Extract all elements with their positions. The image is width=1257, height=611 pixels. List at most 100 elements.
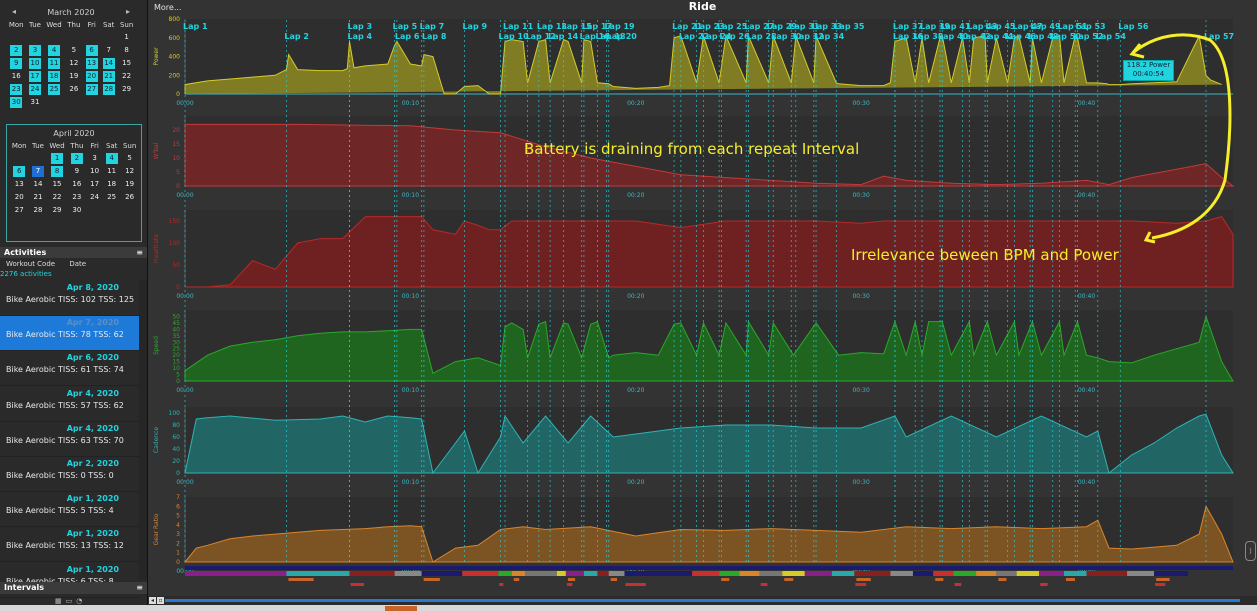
calendar-day[interactable]: 21 — [33, 193, 43, 201]
calendar-day[interactable]: 19 — [125, 180, 135, 188]
calendar-day[interactable]: 4 — [103, 152, 120, 165]
interval-bar — [935, 578, 944, 581]
interval-bar — [890, 571, 913, 576]
expand-handle-icon[interactable]: ⟩ — [1245, 541, 1256, 561]
calendar-day[interactable]: 15 — [122, 59, 132, 67]
scroll-track[interactable] — [165, 599, 1240, 602]
activity-row[interactable]: Apr 1, 2020 Bike Aerobic TISS: 6 TSS: 8 — [0, 563, 139, 598]
calendar-day[interactable]: 1 — [124, 33, 129, 41]
calendar-day[interactable]: 23 — [72, 193, 82, 201]
calendar-day[interactable]: 8 — [47, 165, 68, 178]
calendar-day[interactable]: 29 — [52, 206, 62, 214]
timer-icon[interactable]: ◔ — [76, 597, 87, 605]
folder-icon[interactable]: ▭ — [65, 597, 77, 605]
calendar-day[interactable]: 12 — [69, 59, 79, 67]
calendar-day[interactable]: 7 — [106, 46, 111, 54]
activity-row[interactable]: Apr 2, 2020 Bike Aerobic TISS: 0 TSS: 0 — [0, 457, 139, 492]
calendar-day[interactable]: 24 — [90, 193, 100, 201]
calendar-day[interactable]: 27 — [14, 206, 24, 214]
activity-row[interactable]: Apr 4, 2020 Bike Aerobic TISS: 63 TSS: 70 — [0, 422, 139, 457]
calendar-day[interactable]: 30 — [72, 206, 82, 214]
calendar-day[interactable]: 7 — [29, 165, 46, 178]
activity-row[interactable]: Apr 1, 2020 Bike Aerobic TISS: 13 TSS: 12 — [0, 527, 139, 563]
next-month-icon[interactable]: ▸ — [125, 7, 130, 16]
activities-count: 2276 activities — [0, 270, 52, 278]
calendar-day[interactable]: 9 — [6, 57, 26, 70]
calendar-day[interactable]: 11 — [107, 167, 117, 175]
calendar-day[interactable]: 10 — [90, 167, 100, 175]
calendar-day[interactable]: 15 — [52, 180, 62, 188]
calendar-day[interactable]: 27 — [85, 84, 98, 95]
activity-row[interactable]: Apr 8, 2020 Bike Aerobic TISS: 102 TSS: 1… — [0, 281, 139, 316]
calendar-day[interactable]: 6 — [83, 44, 100, 57]
interval-bar — [759, 571, 783, 576]
y-tick-label: 3 — [176, 531, 180, 538]
calendar-day[interactable]: 14 — [102, 58, 115, 69]
calendar-day[interactable]: 13 — [85, 58, 98, 69]
calendar-day — [100, 96, 117, 109]
interval-bar — [996, 571, 1017, 576]
calendar-day[interactable]: 28 — [102, 84, 115, 95]
calendar-day[interactable]: 3 — [26, 44, 43, 57]
calendar-day[interactable]: 28 — [33, 206, 43, 214]
calendar-day[interactable]: 18 — [48, 71, 61, 82]
calendar-day[interactable]: 25 — [48, 84, 61, 95]
activity-row[interactable]: Apr 4, 2020 Bike Aerobic TISS: 57 TSS: 62 — [0, 387, 139, 422]
taskbar-tab[interactable] — [385, 606, 417, 611]
calendar-day[interactable]: 4 — [44, 44, 65, 57]
calendar-day[interactable]: 14 — [33, 180, 43, 188]
calendar-day[interactable]: 18 — [107, 180, 117, 188]
menu-icon[interactable]: ≡ — [136, 583, 143, 592]
column-date[interactable]: Date — [69, 260, 87, 268]
calendar-day[interactable]: 5 — [71, 46, 77, 54]
interval-track-top — [185, 566, 1233, 570]
calendar-day[interactable]: 3 — [92, 154, 97, 162]
calendar-day[interactable]: 19 — [69, 72, 79, 80]
calendar-day[interactable]: 2 — [68, 152, 86, 165]
activities-scrollbar[interactable] — [139, 280, 147, 580]
calendar-day[interactable]: 26 — [69, 85, 79, 93]
calendar-day[interactable]: 20 — [14, 193, 24, 201]
activity-row[interactable]: Apr 7, 2020 Bike Aerobic TISS: 78 TSS: 62 — [0, 316, 139, 352]
series-gearratio — [183, 504, 1234, 563]
calendar-day[interactable]: 20 — [85, 71, 98, 82]
prev-month-icon[interactable]: ◂ — [12, 7, 17, 16]
y-tick-label: 1 — [176, 550, 180, 557]
calendar-day[interactable]: 21 — [102, 71, 115, 82]
activity-row[interactable]: Apr 1, 2020 Bike Aerobic TISS: 5 TSS: 4 — [0, 492, 139, 528]
calendar-day[interactable]: 2 — [6, 44, 26, 57]
calendar-day[interactable]: 22 — [52, 193, 62, 201]
lap-label: Lap 27 — [744, 22, 774, 31]
calendar-day[interactable]: 16 — [11, 72, 21, 80]
calendar-day[interactable]: 30 — [10, 97, 23, 108]
calendar-day[interactable]: 25 — [107, 193, 117, 201]
scroll-left-icon[interactable]: ◂ — [149, 597, 156, 604]
calendar-day[interactable]: 29 — [122, 85, 132, 93]
horizontal-scrollbar[interactable]: ◂ ▫ — [148, 596, 1257, 605]
calendar-day[interactable]: 6 — [9, 165, 29, 178]
more-menu[interactable]: More... — [154, 3, 182, 12]
calendar-day[interactable]: 24 — [28, 84, 41, 95]
calendar-day[interactable]: 9 — [74, 167, 80, 175]
column-workout-code[interactable]: Workout Code — [6, 260, 56, 268]
activity-row[interactable]: Apr 6, 2020 Bike Aerobic TISS: 61 TSS: 74 — [0, 351, 139, 387]
calendar-day[interactable]: 12 — [125, 167, 135, 175]
lap-label: Lap 38 — [913, 32, 944, 41]
calendar-day[interactable]: 1 — [47, 152, 68, 165]
calendar-day[interactable]: 17 — [28, 71, 41, 82]
y-tick-label: 0 — [176, 559, 180, 566]
scroll-handle-icon[interactable]: ▫ — [157, 597, 164, 604]
calendar-day[interactable]: 26 — [125, 193, 135, 201]
calendar-day[interactable]: 22 — [122, 72, 132, 80]
calendar-day[interactable]: 5 — [127, 154, 132, 162]
calendar-day[interactable]: 31 — [30, 98, 40, 106]
menu-icon[interactable]: ≡ — [136, 248, 143, 257]
calendar-day[interactable]: 8 — [124, 46, 129, 54]
calendar-day[interactable]: 17 — [90, 180, 100, 188]
calendar-day[interactable]: 10 — [28, 58, 41, 69]
calendar-day[interactable]: 11 — [48, 58, 61, 69]
calendar-icon[interactable]: ▦ — [55, 597, 66, 605]
calendar-day[interactable]: 13 — [14, 180, 24, 188]
calendar-day[interactable]: 16 — [72, 180, 82, 188]
calendar-day[interactable]: 23 — [10, 84, 23, 95]
